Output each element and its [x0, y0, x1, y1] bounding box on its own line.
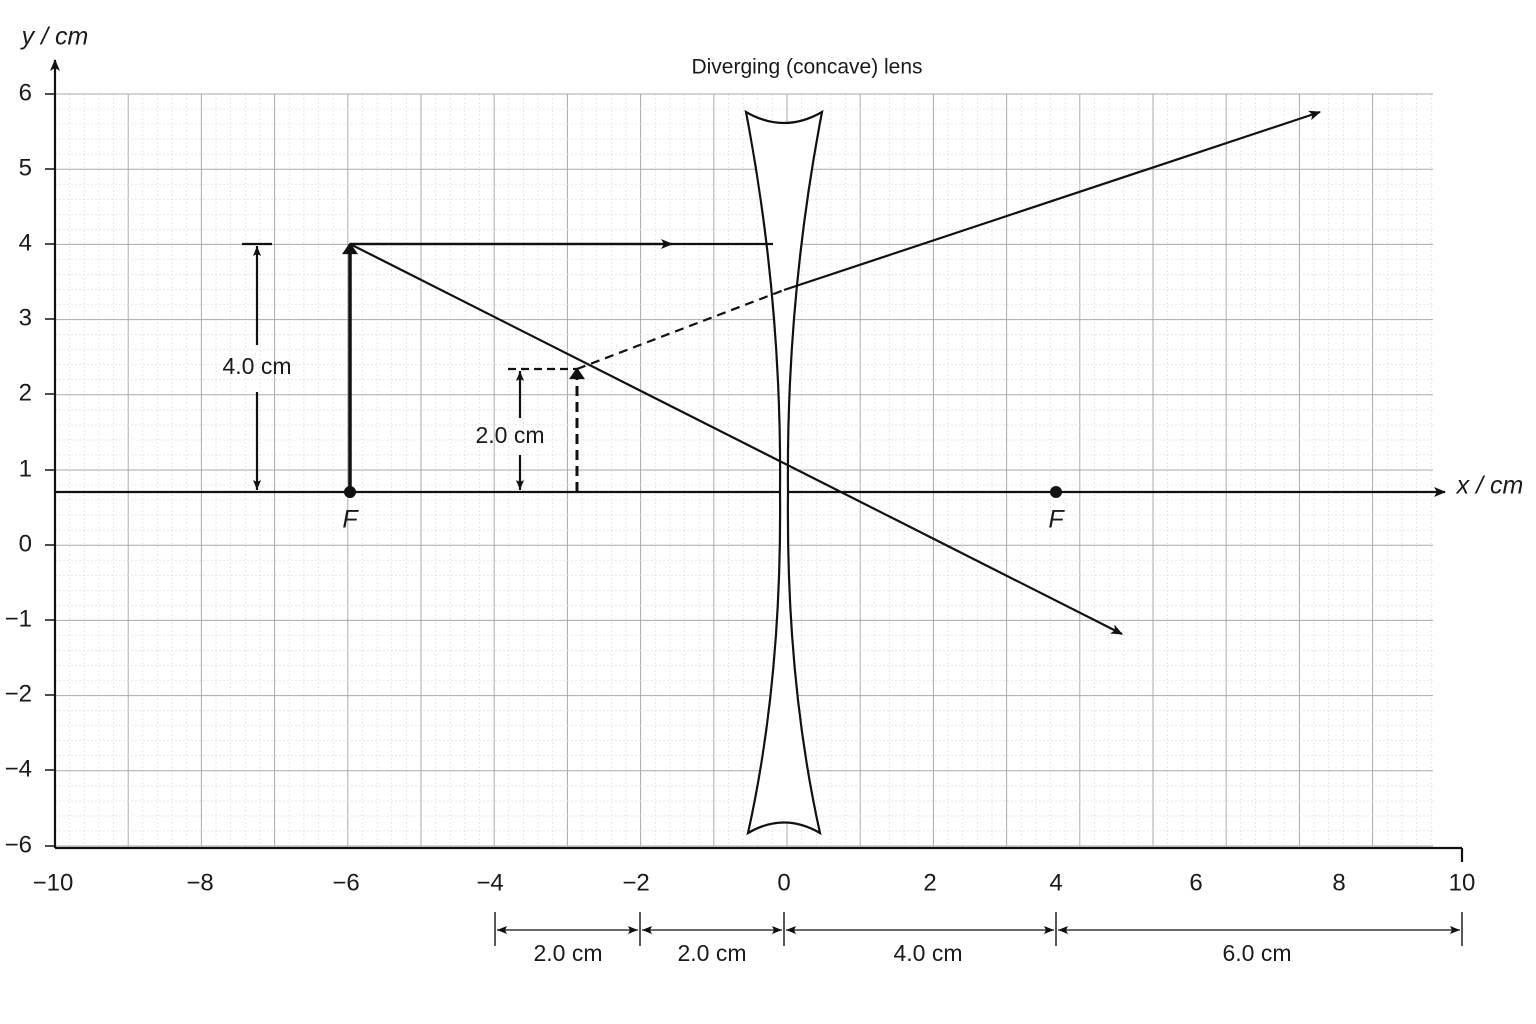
focal-label: F — [342, 506, 359, 534]
x-tick-label: 0 — [777, 869, 790, 896]
title: Diverging (concave) lens — [691, 56, 922, 79]
focal-point — [344, 486, 356, 498]
y-tick-label: 5 — [19, 154, 32, 181]
lens — [744, 109, 824, 836]
distance-label: 2.0 cm — [533, 940, 602, 966]
image-height-label: 2.0 cm — [475, 422, 544, 448]
x-tick-label: −4 — [476, 869, 503, 896]
distance-dimensions — [494, 912, 1463, 946]
x-axis-label: x / cm — [1456, 472, 1524, 500]
object-height-label: 4.0 cm — [222, 353, 291, 379]
y-tick-label: 4 — [19, 229, 32, 256]
y-tick-label: 1 — [19, 455, 32, 482]
distance-label: 6.0 cm — [1222, 940, 1291, 966]
x-tick-label: −2 — [622, 869, 649, 896]
y-tick-label: 0 — [19, 530, 32, 557]
x-tick-label: 6 — [1189, 869, 1202, 896]
y-tick-label: −4 — [5, 755, 32, 782]
x-tick-label: 4 — [1049, 869, 1062, 896]
focal-point — [1050, 486, 1062, 498]
y-tick-label: −1 — [5, 605, 32, 632]
x-tick-label: −6 — [332, 869, 359, 896]
y-tick-label: −2 — [5, 680, 32, 707]
y-axis-label: y / cm — [20, 23, 89, 51]
x-tick-label: 2 — [923, 869, 936, 896]
distance-label: 4.0 cm — [893, 940, 962, 966]
y-tick-label: −6 — [5, 831, 32, 858]
focal-label: F — [1048, 506, 1065, 534]
ray — [349, 243, 1123, 635]
y-tick-label: 2 — [19, 379, 32, 406]
y-tick-label: 3 — [19, 304, 32, 331]
x-tick-label: −8 — [186, 869, 213, 896]
grid — [54, 93, 1433, 847]
ray — [783, 110, 1321, 292]
x-tick-label: 10 — [1449, 869, 1476, 896]
distance-label: 2.0 cm — [677, 940, 746, 966]
x-tick-label: 8 — [1332, 869, 1345, 896]
x-tick-label: −10 — [33, 869, 74, 896]
virtual-ray — [576, 288, 785, 371]
y-tick-label: 6 — [19, 79, 32, 106]
